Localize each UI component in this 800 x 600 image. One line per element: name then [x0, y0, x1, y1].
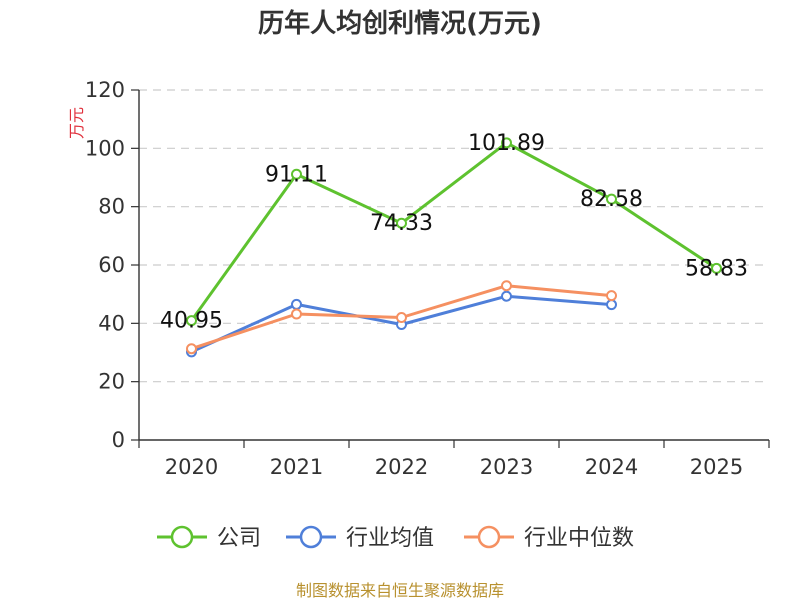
legend-item-1[interactable]: 行业均值 [286, 525, 434, 551]
series-0 [186, 137, 722, 327]
grid-lines [139, 89, 769, 383]
y-tick-label: 40 [98, 311, 125, 335]
y-tick-label: 60 [98, 253, 125, 277]
series-2 [186, 280, 617, 355]
data-point [291, 298, 302, 310]
data-point [711, 262, 722, 274]
data-point [606, 299, 617, 311]
y-tick-label: 120 [85, 78, 125, 102]
data-point [396, 217, 407, 229]
source-note: 制图数据来自恒生聚源数据库 [296, 581, 504, 600]
series-1 [186, 290, 617, 358]
axes: 0 20 40 60 80 100 120 2020 2021 2022 2023 2024 2025 [85, 78, 770, 479]
data-point [291, 168, 302, 180]
data-point [501, 137, 512, 149]
series-layer [186, 137, 722, 358]
x-tick-label: 2025 [690, 455, 743, 479]
data-point [501, 290, 512, 302]
series-line [190, 141, 718, 322]
x-tick-label: 2023 [480, 455, 533, 479]
legend-item-0[interactable]: 公司 [157, 525, 261, 551]
y-axis-label: 万元 [67, 107, 86, 139]
y-tick-label: 80 [98, 195, 125, 219]
x-tick-label: 2020 [165, 455, 218, 479]
x-tick-label: 2022 [375, 455, 428, 479]
x-tick-label: 2021 [270, 455, 323, 479]
legend-marker [170, 525, 194, 549]
data-point [186, 343, 197, 355]
x-tick-label: 2024 [585, 455, 638, 479]
data-point [606, 193, 617, 205]
data-label: 58.83 [685, 256, 748, 281]
data-labels: 40.95 91.11 74.33 101.89 82.58 58.83 [160, 131, 748, 334]
chart-title: 历年人均创利情况(万元) [258, 8, 542, 39]
y-tick-label: 20 [98, 370, 125, 394]
data-label: 82.58 [580, 187, 643, 212]
legend-marker [299, 525, 323, 549]
data-point [501, 280, 512, 292]
data-label: 91.11 [265, 162, 328, 187]
legend: 公司 行业均值 行业中位数 [157, 525, 634, 551]
data-label: 101.89 [468, 131, 545, 156]
data-label: 40.95 [160, 309, 223, 334]
data-label: 74.33 [370, 211, 433, 236]
legend-label: 行业均值 [346, 526, 434, 551]
y-tick-label: 100 [85, 136, 125, 160]
y-tick-label: 0 [112, 428, 125, 452]
legend-marker [477, 525, 501, 549]
legend-label: 公司 [217, 526, 261, 551]
data-point [186, 315, 197, 327]
data-point [606, 290, 617, 302]
legend-item-2[interactable]: 行业中位数 [464, 525, 634, 551]
data-point [291, 308, 302, 320]
legend-label: 行业中位数 [524, 526, 634, 551]
data-point [396, 312, 407, 323]
